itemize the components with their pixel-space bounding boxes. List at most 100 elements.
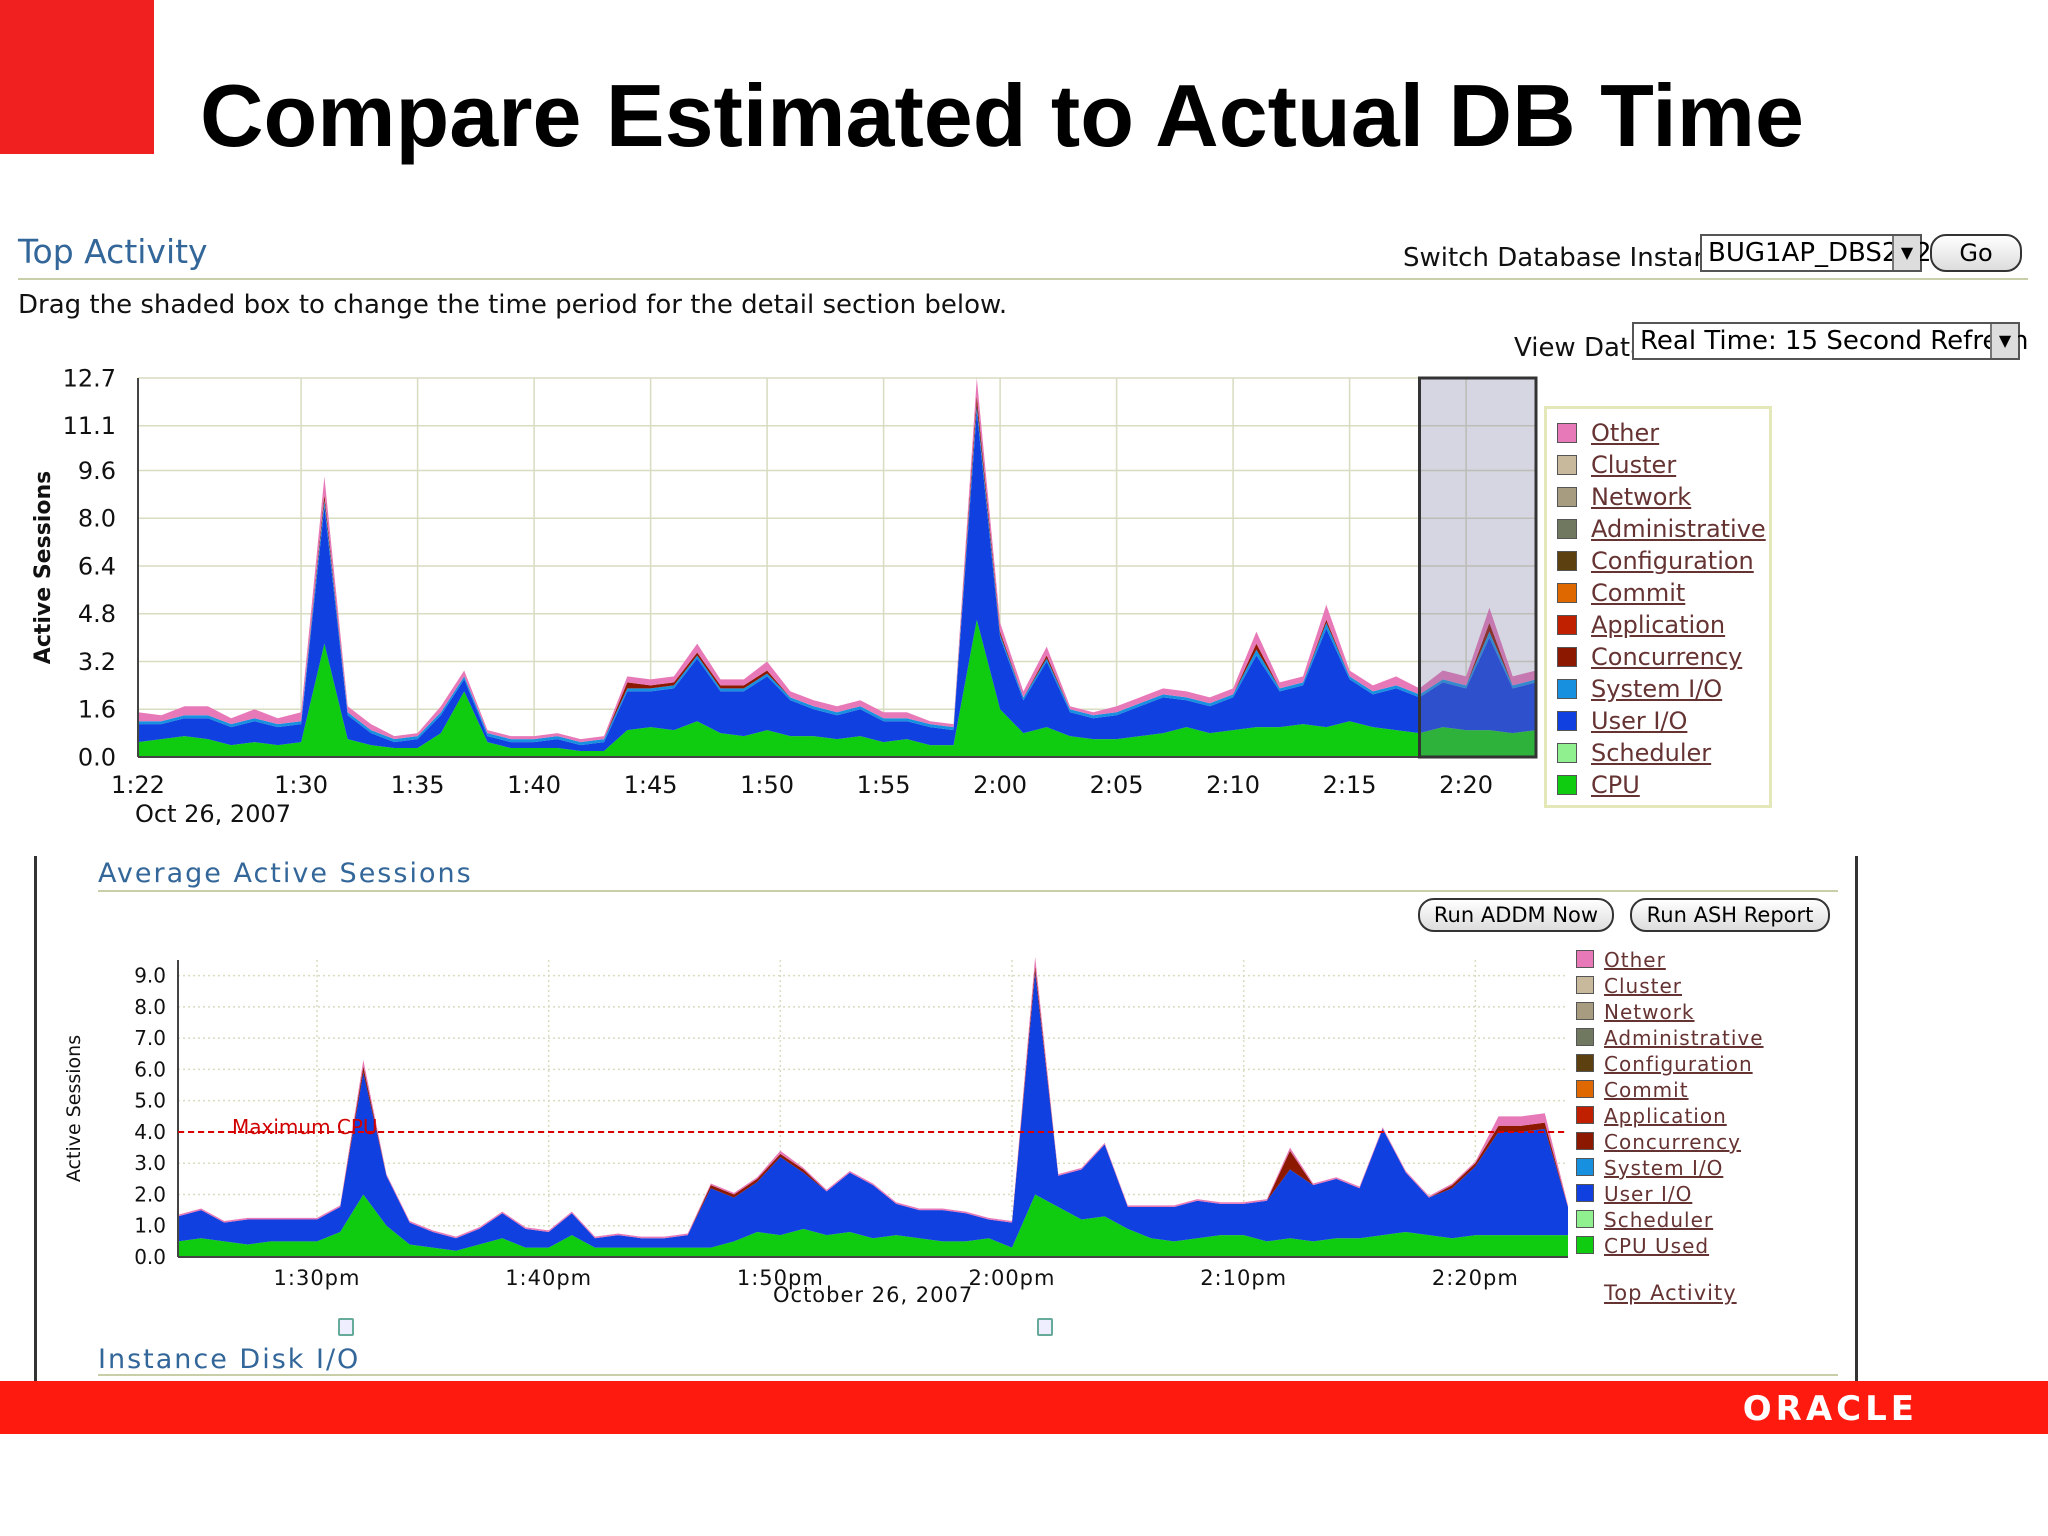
view-data-select[interactable]: Real Time: 15 Second Refresh ▼ <box>1632 322 2028 360</box>
x-tick-label: 2:15 <box>1323 771 1377 799</box>
legend-item[interactable]: CPU Used <box>1604 1234 1710 1258</box>
x-tick-label: 1:50 <box>740 771 794 799</box>
legend-item[interactable]: Application <box>1604 1104 1727 1128</box>
legend-item[interactable]: CPU <box>1591 771 1640 799</box>
legend-item[interactable]: Concurrency <box>1591 643 1743 671</box>
series-area-cpu <box>138 619 1536 757</box>
avg-sessions-title: Average Active Sessions <box>98 858 473 889</box>
y-tick-label: 1.0 <box>134 1214 166 1238</box>
top-activity-link[interactable]: Top Activity <box>1604 1281 1737 1305</box>
lower-chart-date-label: October 26, 2007 <box>773 1283 974 1307</box>
max-cpu-label: Maximum CPU <box>232 1115 378 1139</box>
legend-item[interactable]: Network <box>1604 1000 1695 1024</box>
legend-swatch <box>1576 950 1594 968</box>
legend-swatch <box>1557 647 1577 667</box>
legend-item[interactable]: Scheduler <box>1604 1208 1714 1232</box>
legend-item[interactable]: Application <box>1591 611 1726 639</box>
legend-item[interactable]: User I/O <box>1591 707 1688 735</box>
x-tick-label: 2:20 <box>1439 771 1493 799</box>
legend-item[interactable]: Other <box>1591 419 1660 447</box>
y-axis-label: Active Sessions <box>63 1035 85 1182</box>
y-tick-label: 9.6 <box>78 457 116 485</box>
y-tick-label: 4.8 <box>78 600 116 628</box>
y-tick-label: 5.0 <box>134 1089 166 1113</box>
instructions-text: Drag the shaded box to change the time p… <box>18 290 1008 320</box>
legend-item[interactable]: Administrative <box>1591 515 1766 543</box>
view-data-label: View Data <box>1514 333 1647 363</box>
slide-accent-block <box>0 0 154 154</box>
y-tick-label: 9.0 <box>134 964 166 988</box>
legend-item[interactable]: Scheduler <box>1591 739 1712 767</box>
legend-swatch <box>1557 487 1577 507</box>
panel-left-border <box>34 856 37 1381</box>
legend-swatch <box>1576 976 1594 994</box>
section-divider <box>98 890 1838 892</box>
legend-swatch <box>1557 615 1577 635</box>
y-tick-label: 2.0 <box>134 1182 166 1206</box>
top-chart-date-label: Oct 26, 2007 <box>135 800 291 828</box>
y-tick-label: 8.0 <box>78 505 116 533</box>
snapshot-icon[interactable] <box>1037 1318 1053 1336</box>
view-data-select-value: Real Time: 15 Second Refresh <box>1640 326 2029 356</box>
legend-swatch <box>1576 1028 1594 1046</box>
y-tick-label: 0.0 <box>134 1245 166 1269</box>
legend-swatch <box>1557 455 1577 475</box>
chevron-down-icon[interactable]: ▼ <box>1892 236 1920 270</box>
legend-swatch <box>1576 1002 1594 1020</box>
legend-item[interactable]: Cluster <box>1591 451 1677 479</box>
legend-item[interactable]: Configuration <box>1591 547 1754 575</box>
instance-select[interactable]: BUG1AP_DBS232 ▼ <box>1700 234 1932 272</box>
legend-swatch <box>1576 1184 1594 1202</box>
snapshot-icon[interactable] <box>338 1318 354 1336</box>
top-activity-title: Top Activity <box>18 232 208 271</box>
legend-swatch <box>1576 1210 1594 1228</box>
series-area-user-i-o <box>138 410 1536 752</box>
x-tick-label: 1:40 <box>507 771 561 799</box>
run-ash-report-button[interactable]: Run ASH Report <box>1630 898 1830 932</box>
legend-swatch <box>1557 679 1577 699</box>
x-tick-label: 1:22 <box>111 771 165 799</box>
legend-item[interactable]: Configuration <box>1604 1052 1753 1076</box>
legend-swatch <box>1557 711 1577 731</box>
selection-window[interactable] <box>1418 376 1538 759</box>
x-tick-label: 2:10 <box>1206 771 1260 799</box>
chevron-down-icon[interactable]: ▼ <box>1990 324 2018 358</box>
x-tick-label: 1:55 <box>857 771 911 799</box>
legend-swatch <box>1576 1132 1594 1150</box>
legend-item[interactable]: User I/O <box>1604 1182 1693 1206</box>
legend-item[interactable]: Network <box>1591 483 1692 511</box>
x-tick-label: 2:05 <box>1090 771 1144 799</box>
y-tick-label: 3.0 <box>134 1151 166 1175</box>
x-tick-label: 2:10pm <box>1200 1266 1287 1290</box>
legend-item[interactable]: Commit <box>1604 1078 1689 1102</box>
legend-swatch <box>1557 743 1577 763</box>
series-area-cpu-used <box>178 1194 1568 1257</box>
section-divider <box>18 278 2028 280</box>
section-divider <box>98 1374 1838 1376</box>
legend-item[interactable]: Commit <box>1591 579 1686 607</box>
legend-swatch <box>1557 519 1577 539</box>
x-tick-label: 2:00 <box>973 771 1027 799</box>
go-button[interactable]: Go <box>1930 234 2022 272</box>
y-tick-label: 0.0 <box>78 743 116 771</box>
legend-item[interactable]: System I/O <box>1591 675 1723 703</box>
y-tick-label: 12.7 <box>63 364 116 392</box>
series-area-user-i-o <box>178 972 1568 1251</box>
slide-title: Compare Estimated to Actual DB Time <box>200 66 1804 165</box>
legend-item[interactable]: Concurrency <box>1604 1130 1742 1154</box>
legend-item[interactable]: Other <box>1604 948 1666 972</box>
legend-item[interactable]: System I/O <box>1604 1156 1724 1180</box>
y-tick-label: 8.0 <box>134 995 166 1019</box>
top-chart-legend: Other Cluster Network Administrative Configu… <box>1544 406 1772 808</box>
run-addm-button[interactable]: Run ADDM Now <box>1418 898 1614 932</box>
legend-item[interactable]: Administrative <box>1604 1026 1764 1050</box>
x-tick-label: 1:35 <box>391 771 445 799</box>
instance-disk-io-title: Instance Disk I/O <box>98 1344 361 1375</box>
legend-item[interactable]: Cluster <box>1604 974 1682 998</box>
y-tick-label: 6.0 <box>134 1057 166 1081</box>
y-tick-label: 3.2 <box>78 648 116 676</box>
legend-swatch <box>1576 1158 1594 1176</box>
x-tick-label: 1:45 <box>624 771 678 799</box>
